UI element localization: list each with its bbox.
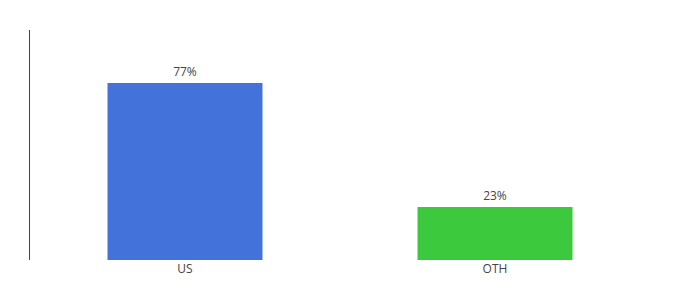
svg-text:US: US [177,260,192,277]
svg-text:OTH: OTH [483,260,508,277]
svg-text:77%: 77% [173,63,197,80]
svg-text:23%: 23% [483,187,507,204]
